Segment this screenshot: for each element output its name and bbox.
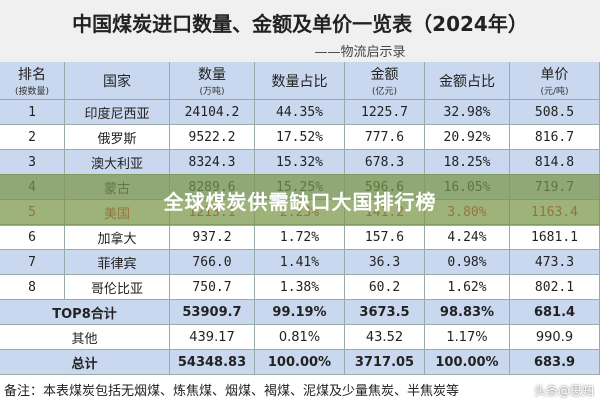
table-row: 总计 54348.83 100.00% 3717.05 100.00% 683.9 [0,350,600,375]
header-cell: 金额占比 [425,62,510,99]
header-cell: 国家 [65,62,170,99]
header: 中国煤炭进口数量、金额及单价一览表（2024年） ——物流启示录 [0,0,600,62]
table-cell: 0.81% [255,325,345,349]
table-cell: 7 [0,250,65,274]
table-cell: 681.4 [510,300,600,324]
header-label: 单价 [540,67,569,83]
table-row: 1 印度尼西亚 24104.2 44.35% 1225.7 32.98% 508.5 [0,100,600,125]
header-unit: (元/吨) [540,87,569,97]
table-cell: 菲律宾 [65,250,170,274]
subtitle: ——物流启示录 [314,45,406,60]
table-cell: 3673.5 [345,300,425,324]
table-cell: 32.98% [425,100,510,124]
header-label: 数量占比 [271,73,328,90]
table-cell: 8324.3 [170,150,255,174]
header-label: 排名 [18,67,46,83]
table-cell: 777.6 [345,125,425,149]
header-cell: 数量 (万吨) [170,62,255,99]
table-cell: 加拿大 [65,225,170,249]
header-unit: (万吨) [199,87,225,97]
table-cell: 473.3 [510,250,600,274]
table-cell: 20.92% [425,125,510,149]
table-cell: 哥伦比亚 [65,275,170,299]
table-cell: 937.2 [170,225,255,249]
table-cell: 814.8 [510,150,600,174]
table-cell: 印度尼西亚 [65,100,170,124]
table-row: 3 澳大利亚 8324.3 15.32% 678.3 18.25% 814.8 [0,150,600,175]
header-cell: 金额 (亿元) [345,62,425,99]
header-label: 数量 [198,67,226,83]
header-unit: (亿元) [371,87,398,97]
table-row: 7 菲律宾 766.0 1.41% 36.3 0.98% 473.3 [0,250,600,275]
table-cell: 54348.83 [170,350,255,374]
table-cell: 1 [0,100,65,124]
table-cell: 3717.05 [345,350,425,374]
title: 中国煤炭进口数量、金额及单价一览表（2024年） [72,12,528,36]
banner: 全球煤炭供需缺口大国排行榜 [0,174,600,226]
table-cell: 678.3 [345,150,425,174]
table-cell: 18.25% [425,150,510,174]
table-cell: 43.52 [345,325,425,349]
table-cell: 6 [0,225,65,249]
table-cell: 澳大利亚 [65,150,170,174]
header-cell: 数量占比 [255,62,345,99]
table-cell: 4.24% [425,225,510,249]
header-row: 排名 (按数量) 国家 数量 (万吨) 数量占比 金额 (亿元) 金额占比 单价 (元/吨) [0,62,600,100]
table-cell: 1.17% [425,325,510,349]
header-label: 金额 [370,67,399,83]
table-cell: TOP8合计 [0,300,170,324]
table-cell: 100.00% [255,350,345,374]
table-cell: 816.7 [510,125,600,149]
note: 备注：本表煤炭包括无烟煤、炼焦煤、烟煤、褐煤、泥煤及少量焦炭、半焦炭等 [4,384,460,399]
table-cell: 683.9 [510,350,600,374]
table-cell: 44.35% [255,100,345,124]
table-cell: 750.7 [170,275,255,299]
header-cell: 排名 (按数量) [0,62,65,99]
table-cell: 总计 [0,350,170,374]
table-cell: 100.00% [425,350,510,374]
table-cell: 8 [0,275,65,299]
table-row: TOP8合计 53909.7 99.19% 3673.5 98.83% 681.4 [0,300,600,325]
table-row: 其他 439.17 0.81% 43.52 1.17% 990.9 [0,325,600,350]
table-cell: 508.5 [510,100,600,124]
table-cell: 俄罗斯 [65,125,170,149]
table-cell: 15.32% [255,150,345,174]
table-cell: 60.2 [345,275,425,299]
table-cell: 1681.1 [510,225,600,249]
table-cell: 1.38% [255,275,345,299]
header-unit: (按数量) [14,87,50,97]
table-cell: 1.62% [425,275,510,299]
table-row: 2 俄罗斯 9522.2 17.52% 777.6 20.92% 816.7 [0,125,600,150]
table-cell: 990.9 [510,325,600,349]
table-cell: 1225.7 [345,100,425,124]
table-cell: 36.3 [345,250,425,274]
header-label: 金额占比 [439,73,495,90]
table-cell: 17.52% [255,125,345,149]
table-cell: 9522.2 [170,125,255,149]
watermark: 头条@思知 [533,384,594,398]
table-cell: 0.98% [425,250,510,274]
table-cell: 99.19% [255,300,345,324]
table-cell: 157.6 [345,225,425,249]
table-cell: 1.72% [255,225,345,249]
table-cell: 53909.7 [170,300,255,324]
table-cell: 其他 [0,325,170,349]
table-row: 6 加拿大 937.2 1.72% 157.6 4.24% 1681.1 [0,225,600,250]
header-label: 国家 [103,73,131,90]
table-cell: 24104.2 [170,100,255,124]
header-cell: 单价 (元/吨) [510,62,600,99]
table-cell: 2 [0,125,65,149]
table-cell: 3 [0,150,65,174]
table-cell: 98.83% [425,300,510,324]
table-row: 8 哥伦比亚 750.7 1.38% 60.2 1.62% 802.1 [0,275,600,300]
table-cell: 439.17 [170,325,255,349]
table-cell: 766.0 [170,250,255,274]
table-cell: 802.1 [510,275,600,299]
table-cell: 1.41% [255,250,345,274]
